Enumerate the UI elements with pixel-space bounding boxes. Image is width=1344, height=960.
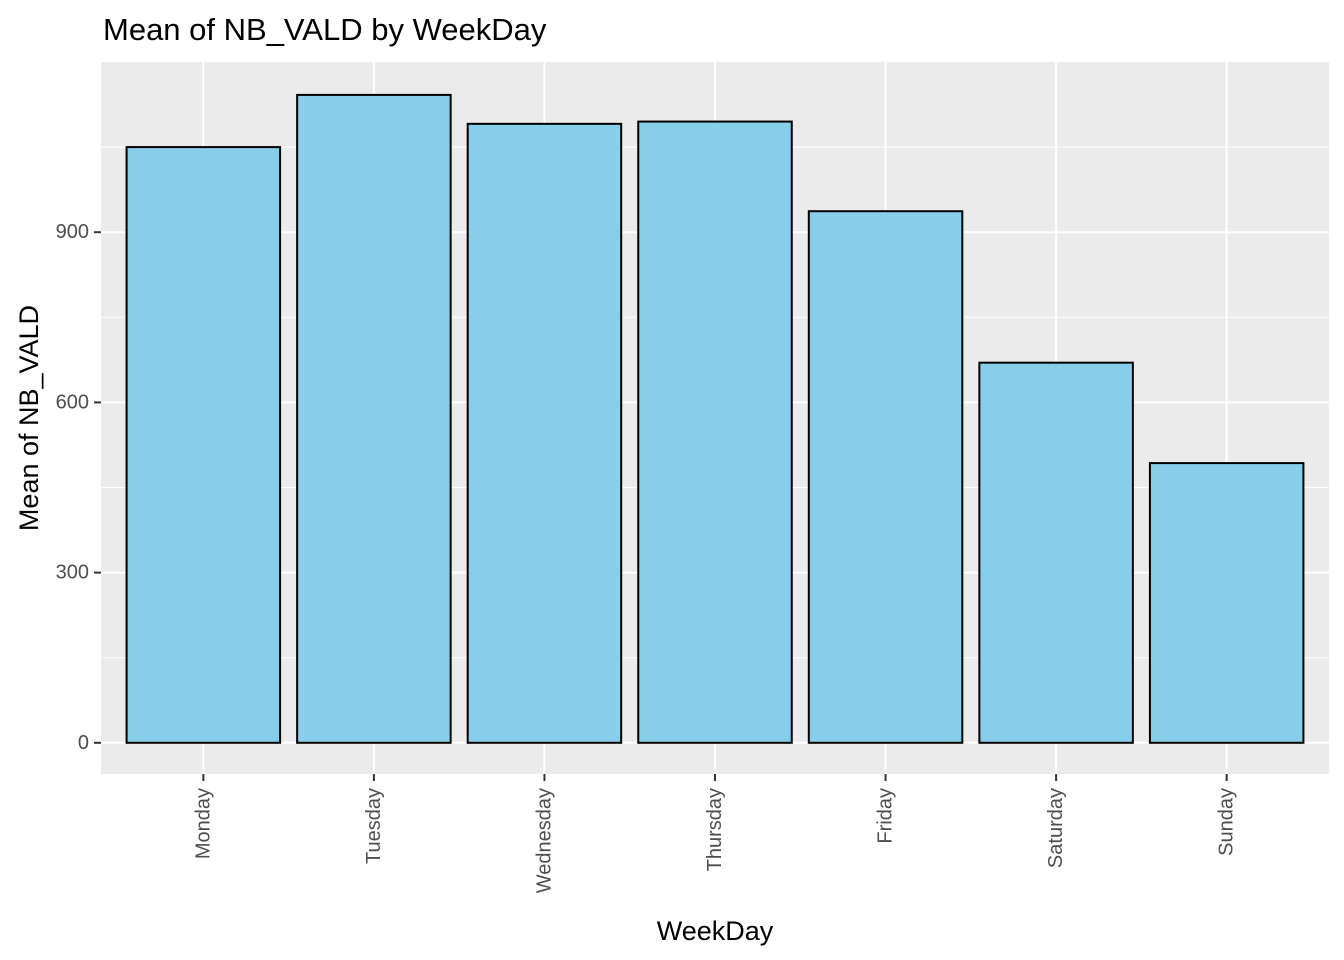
bar-monday	[125, 146, 282, 744]
bar-thursday	[637, 120, 793, 744]
y-tick-label: 0	[78, 732, 89, 754]
x-axis-title: WeekDay	[657, 916, 774, 946]
x-tick-label-wednesday: Wednesday	[533, 788, 555, 893]
x-tick-label-saturday: Saturday	[1045, 788, 1067, 868]
y-axis: 0 300 600 900	[56, 221, 101, 754]
bar-sunday	[1148, 462, 1305, 744]
x-tick-label-thursday: Thursday	[704, 788, 726, 871]
x-tick-label-friday: Friday	[875, 788, 897, 844]
y-tick-label: 900	[56, 221, 89, 243]
y-axis-title: Mean of NB_VALD	[14, 305, 44, 531]
x-axis: Monday Tuesday Wednesday Thursday Friday Satu…	[192, 774, 1238, 893]
x-tick-label-tuesday: Tuesday	[363, 788, 385, 864]
y-tick-label: 300	[56, 562, 89, 584]
bar-tuesday	[296, 93, 452, 744]
x-tick-label-monday: Monday	[192, 788, 214, 859]
x-tick-label-sunday: Sunday	[1216, 788, 1238, 856]
bar-wednesday	[466, 122, 623, 744]
bar-friday	[807, 210, 964, 744]
bar-saturday	[978, 361, 1134, 744]
chart-title: Mean of NB_VALD by WeekDay	[103, 12, 547, 47]
bars	[125, 93, 1305, 744]
y-tick-label: 600	[56, 391, 89, 413]
